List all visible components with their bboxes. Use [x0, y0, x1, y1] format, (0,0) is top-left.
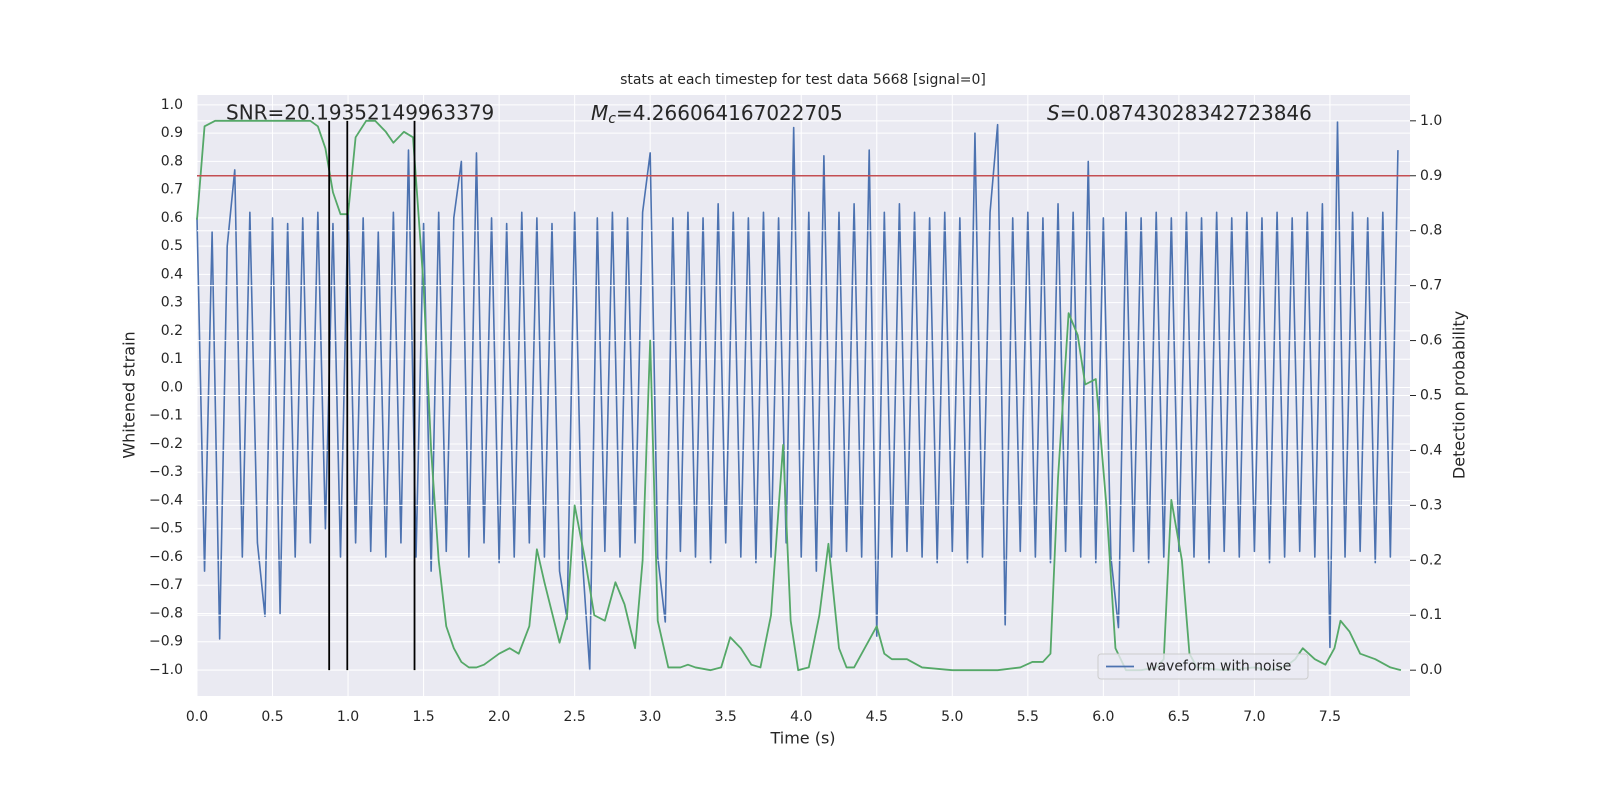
series-line	[196, 121, 1399, 671]
y2-tick-label: 0.0	[1420, 662, 1442, 678]
y2-tick-label: 1.0	[1420, 113, 1442, 129]
chart-title: stats at each timestep for test data 566…	[620, 72, 986, 88]
y-tick-label: −0.9	[149, 634, 183, 650]
y-tick-label: 0.3	[161, 295, 183, 311]
y-tick-label: 0.9	[161, 125, 183, 141]
x-tick-label: 5.0	[941, 709, 963, 725]
y2-tick-label: 0.6	[1420, 333, 1442, 349]
x-axis-label: Time (s)	[769, 729, 835, 748]
y-tick-label: −0.2	[149, 436, 183, 452]
y-tick-label: 1.0	[161, 97, 183, 113]
y-tick-label: −0.7	[149, 577, 183, 593]
y-tick-label: −0.4	[149, 492, 183, 508]
annotation-subscript: c	[608, 111, 616, 127]
y-tick-label: 0.4	[161, 266, 183, 282]
x-tick-label: 1.5	[412, 709, 434, 725]
y2-tick-label: 0.2	[1420, 552, 1442, 568]
y-tick-label: 0.0	[161, 379, 183, 395]
annotation: S=0.08743028342723846	[1047, 101, 1312, 125]
y-tick-label: 0.1	[161, 351, 183, 367]
x-tick-label: 3.5	[715, 709, 737, 725]
y2-tick-label: 0.4	[1420, 442, 1442, 458]
x-tick-label: 2.0	[488, 709, 510, 725]
labels: stats at each timestep for test data 566…	[120, 72, 1469, 748]
x-tick-label: 5.5	[1017, 709, 1039, 725]
annotation: Mc=4.266064167022705	[591, 101, 843, 128]
y-axis-label: Whitened strain	[120, 331, 139, 458]
series-line	[196, 119, 1402, 672]
y2-axis-label: Detection probability	[1450, 311, 1469, 479]
y-tick-label: −0.8	[149, 605, 183, 621]
x-tick-label: 1.0	[337, 709, 359, 725]
y-tick-label: 0.6	[161, 210, 183, 226]
y-tick-label: −0.5	[149, 521, 183, 537]
y2-tick-label: 0.7	[1420, 278, 1442, 294]
annotation-value: =4.266064167022705	[616, 101, 843, 125]
y-tick-label: −1.0	[149, 662, 183, 678]
y-tick-label: 0.8	[161, 153, 183, 169]
annotation-symbol: M	[591, 101, 608, 125]
legend: waveform with noise	[1097, 653, 1309, 680]
x-tick-label: 6.5	[1168, 709, 1190, 725]
y-tick-label: −0.1	[149, 408, 183, 424]
y-tick-label: −0.6	[149, 549, 183, 565]
y-tick-label: 0.5	[161, 238, 183, 254]
overlay-layer	[196, 119, 1410, 672]
y2-tick-label: 0.5	[1420, 388, 1442, 404]
y2-tick-label: 0.3	[1420, 497, 1442, 513]
x-tick-label: 6.0	[1092, 709, 1114, 725]
y-tick-label: 0.7	[161, 182, 183, 198]
y2-tick-label: 0.1	[1420, 607, 1442, 623]
y2-tick-label: 0.8	[1420, 223, 1442, 239]
y2-tick-label: 0.9	[1420, 168, 1442, 184]
x-tick-label: 3.0	[639, 709, 661, 725]
annotation: SNR=20.19352149963379	[226, 101, 494, 125]
x-tick-label: 4.0	[790, 709, 812, 725]
annotation-value: =0.08743028342723846	[1060, 101, 1312, 125]
annotation-symbol: S	[1047, 101, 1060, 125]
x-tick-label: 7.0	[1243, 709, 1265, 725]
legend-box	[1097, 653, 1309, 680]
y-tick-label: 0.2	[161, 323, 183, 339]
legend-label: waveform with noise	[1146, 659, 1291, 675]
waveform-layer	[196, 121, 1399, 671]
y-tick-label: −0.3	[149, 464, 183, 480]
x-tick-label: 4.5	[866, 709, 888, 725]
x-tick-label: 7.5	[1319, 709, 1341, 725]
x-tick-label: 0.5	[261, 709, 283, 725]
x-tick-label: 0.0	[186, 709, 208, 725]
x-tick-label: 2.5	[564, 709, 586, 725]
